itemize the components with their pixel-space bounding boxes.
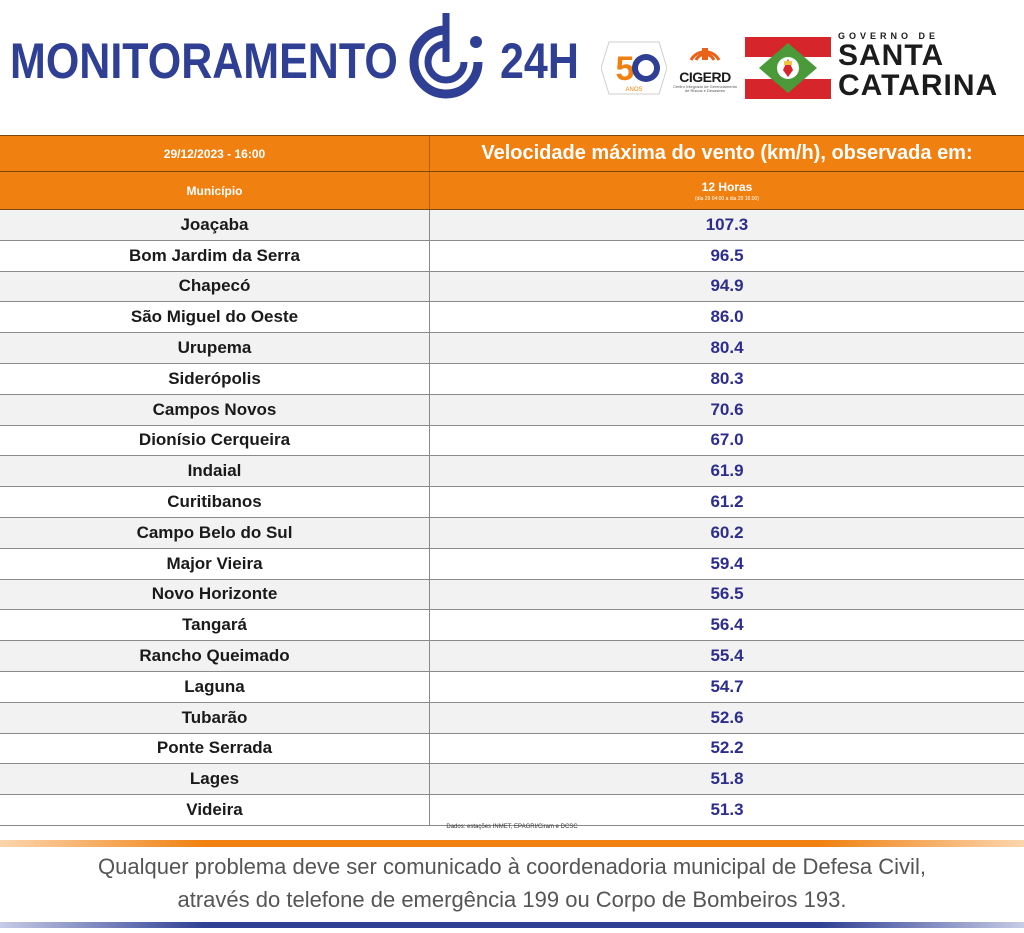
svg-text:ANOS: ANOS [625,87,642,93]
wind-speed-cell: 52.2 [710,738,744,758]
table-row: Lages 51.8 [0,764,1024,796]
wind-speed-cell: 61.2 [710,492,744,512]
municipio-cell: São Miguel do Oeste [0,302,430,333]
orange-divider [0,840,1024,847]
table-row: Ponte Serrada 52.2 [0,733,1024,765]
municipio-cell: Rancho Queimado [0,641,430,671]
table-row: Campos Novos 70.6 [0,394,1024,426]
municipio-cell: Novo Horizonte [0,579,430,610]
wind-speed-cell: 56.4 [710,615,744,635]
cigerd-label: CIGERD [679,69,731,85]
table-row: Siderópolis 80.3 [0,363,1024,395]
wind-speed-cell: 59.4 [710,553,744,573]
municipio-cell: Major Vieira [0,548,430,579]
page-header: MONITORAMENTO 24H 5 ANOS CIGERD Centro I… [0,0,1024,135]
table-header-row-2: Município 12 Horas (dia 29 04:00 a dia 2… [0,172,1024,210]
municipio-cell: Lages [0,764,430,795]
wind-speed-cell: 55.4 [710,646,744,666]
table-row: Bom Jardim da Serra 96.5 [0,240,1024,272]
table-row: Chapecó 94.9 [0,271,1024,303]
municipio-cell: Urupema [0,333,430,363]
wind-speed-cell: 107.3 [705,214,749,234]
table-row: Curitibanos 61.2 [0,487,1024,518]
column-header-municipio: Município [0,172,430,209]
table-row: São Miguel do Oeste 86.0 [0,302,1024,334]
wind-speed-cell: 94.9 [710,276,744,296]
wind-speed-cell: 70.6 [710,399,744,419]
logo-50-anos: 5 ANOS [601,41,667,95]
table-row: Urupema 80.4 [0,333,1024,364]
santa-catarina-flag [745,37,831,99]
municipio-cell: Bom Jardim da Serra [0,240,430,271]
wind-speed-cell: 86.0 [710,307,744,327]
wind-speed-cell: 51.8 [710,769,744,789]
wind-speed-cell: 56.5 [710,584,744,604]
wind-speed-cell: 96.5 [710,245,744,265]
municipio-cell: Campos Novos [0,394,430,425]
datetime-label: 29/12/2023 - 16:00 [0,136,430,171]
table-row: Novo Horizonte 56.5 [0,579,1024,611]
table-row: Major Vieira 59.4 [0,548,1024,580]
wind-speed-cell: 52.6 [710,707,744,727]
municipio-cell: Dionísio Cerqueira [0,425,430,456]
wind-speed-cell: 61.9 [710,461,744,481]
table-row: Campo Belo do Sul 60.2 [0,517,1024,549]
cigerd-logo: CIGERD Centro Integrado de Gerenciamento… [672,34,738,93]
table-header-row-1: 29/12/2023 - 16:00 Velocidade máxima do … [0,135,1024,172]
brand-title: MONITORAMENTO [10,33,398,89]
wind-speed-cell: 67.0 [710,430,744,450]
data-source: Dados: estações INMET, EPAGRI/Ciram e DC… [446,824,578,830]
brand-24h: 24H [500,33,579,89]
gov-label: GOVERNO DE [838,31,940,41]
footer-line-2: através do telefone de emergência 199 ou… [177,887,847,912]
cigerd-subtitle: Centro Integrado de Gerenciamento de Ris… [672,84,738,93]
wind-speed-table: 29/12/2023 - 16:00 Velocidade máxima do … [0,135,1024,826]
period-sublabel: (dia 29 04:00 a dia 29 16:00) [695,195,759,202]
footer-message: Qualquer problema deve ser comunicado à … [0,850,1024,916]
municipio-cell: Videira [0,795,430,825]
municipio-cell: Chapecó [0,271,430,302]
table-row: Dionísio Cerqueira 67.0 [0,425,1024,457]
wind-speed-cell: 51.3 [710,800,744,820]
wind-speed-cell: 60.2 [710,522,744,542]
period-label: 12 Horas [701,179,753,194]
wind-speed-cell: 80.4 [710,338,744,358]
wind-speed-cell: 54.7 [710,676,744,696]
table-title: Velocidade máxima do vento (km/h), obser… [481,142,973,164]
table-body: Joaçaba 107.3 Bom Jardim da Serra 96.5 Chape… [0,210,1024,826]
municipio-cell: Joaçaba [0,210,430,240]
table-row: Tangará 56.4 [0,610,1024,642]
table-row: Tubarão 52.6 [0,702,1024,734]
signal-icon [689,48,721,61]
gov-line-2: CATARINA [838,69,999,102]
footer-line-1: Qualquer problema deve ser comunicado à … [98,854,926,879]
municipio-cell: Laguna [0,671,430,702]
municipio-cell: Tangará [0,610,430,641]
table-row: Joaçaba 107.3 [0,210,1024,241]
blue-divider [0,922,1024,928]
wind-speed-cell: 80.3 [710,368,744,388]
table-row: Laguna 54.7 [0,671,1024,703]
municipio-cell: Indaial [0,456,430,487]
governo-santa-catarina: GOVERNO DE SANTA CATARINA [838,31,998,101]
svg-text:5: 5 [616,50,635,88]
municipio-cell: Tubarão [0,702,430,733]
municipio-cell: Curitibanos [0,487,430,517]
municipio-cell: Campo Belo do Sul [0,517,430,548]
table-row: Indaial 61.9 [0,456,1024,488]
municipio-cell: Siderópolis [0,363,430,394]
column-header-period: 12 Horas (dia 29 04:00 a dia 29 16:00) [430,172,1024,209]
table-row: Rancho Queimado 55.4 [0,641,1024,672]
gov-line-1: SANTA [838,39,945,72]
table-row: Videira 51.3 [0,795,1024,826]
monitoring-logo-icon [409,13,483,99]
municipio-cell: Ponte Serrada [0,733,430,764]
